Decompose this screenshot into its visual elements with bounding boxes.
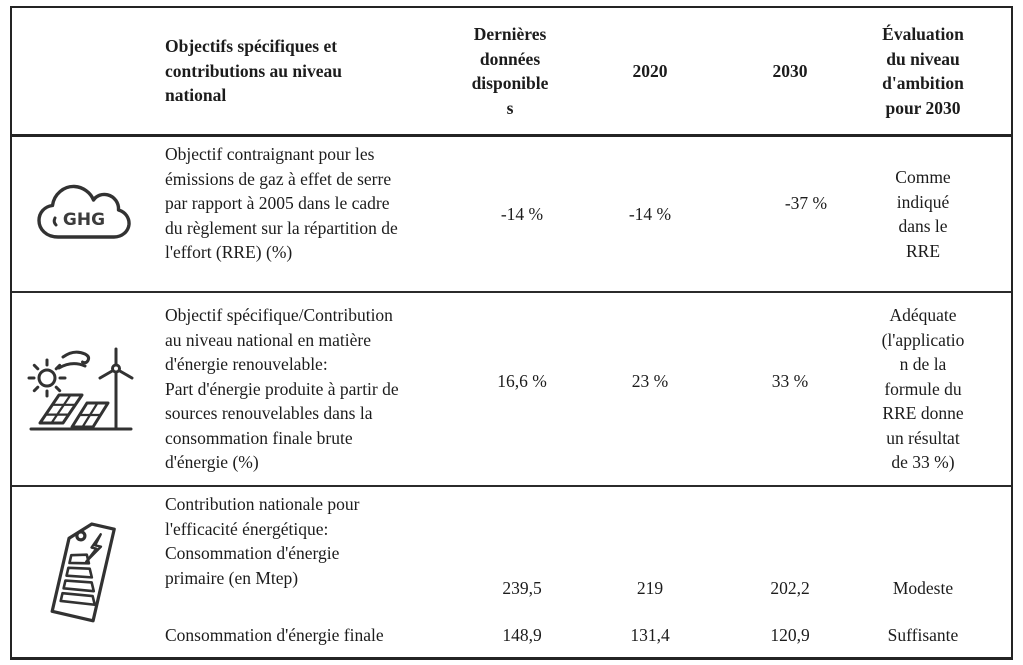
header-row: Objectifs spécifiques et contributions a…	[12, 8, 1011, 134]
table-row-renewables: Objectif spécifique/Contribution au nive…	[12, 291, 1011, 485]
final-latest-value: 148,9	[502, 624, 542, 645]
ghg-2020-value: -14 %	[628, 203, 672, 224]
header-icon-column	[12, 8, 152, 134]
primary-latest-value: 239,5	[502, 577, 542, 598]
energy-efficiency-label-icon	[50, 522, 116, 623]
renewables-evaluation: Adéquate (l'applicatio n de la formule d…	[881, 305, 965, 473]
ghg-cloud-icon: GHG	[37, 184, 131, 239]
ghg-2030-value: -37 %	[784, 192, 828, 213]
renewables-2020-value: 23 %	[631, 370, 669, 391]
primary-2030-value: 202,2	[770, 577, 810, 598]
efficiency-final-label: Consommation d'énergie finale	[165, 624, 384, 645]
ghg-latest-value: -14 %	[500, 203, 544, 224]
objective-text-efficiency: Contribution nationale pour l'efficacité…	[152, 487, 445, 613]
final-2030-value: 120,9	[770, 624, 810, 645]
primary-evaluation: Modeste	[892, 577, 954, 598]
table-row-ghg: GHG Objectif contraignant pour les émiss…	[12, 134, 1011, 291]
table-row-efficiency: Contribution nationale pour l'efficacité…	[12, 485, 1011, 657]
objectives-table: Objectifs spécifiques et contributions a…	[10, 6, 1013, 660]
header-evaluation: Évaluation du niveau d'ambition pour 203…	[882, 24, 964, 118]
ghg-evaluation: Comme indiqué dans le RRE	[895, 167, 951, 261]
header-objective: Objectifs spécifiques et contributions a…	[165, 36, 342, 106]
efficiency-primary-label: Consommation d'énergie primaire (en Mtep…	[165, 543, 340, 588]
renewables-2030-value: 33 %	[771, 370, 809, 391]
primary-2020-value: 219	[636, 577, 664, 598]
ghg-icon-label: GHG	[63, 210, 105, 230]
efficiency-intro-text: Contribution nationale pour l'efficacité…	[165, 494, 360, 539]
efficiency-icon-cell	[12, 487, 152, 657]
header-2030: 2030	[772, 60, 808, 81]
renewables-icon-cell	[12, 293, 152, 485]
objective-text-renewables: Objectif spécifique/Contribution au nive…	[165, 305, 399, 473]
objective-text-ghg: Objectif contraignant pour les émissions…	[165, 144, 398, 262]
final-evaluation: Suffisante	[887, 624, 959, 645]
ghg-icon-cell: GHG	[12, 137, 152, 291]
header-latest-data: Dernières données disponible s	[471, 24, 549, 118]
final-2020-value: 131,4	[630, 624, 670, 645]
renewable-energy-icon	[27, 347, 134, 431]
renewables-latest-value: 16,6 %	[497, 370, 547, 391]
header-2020: 2020	[632, 60, 668, 81]
